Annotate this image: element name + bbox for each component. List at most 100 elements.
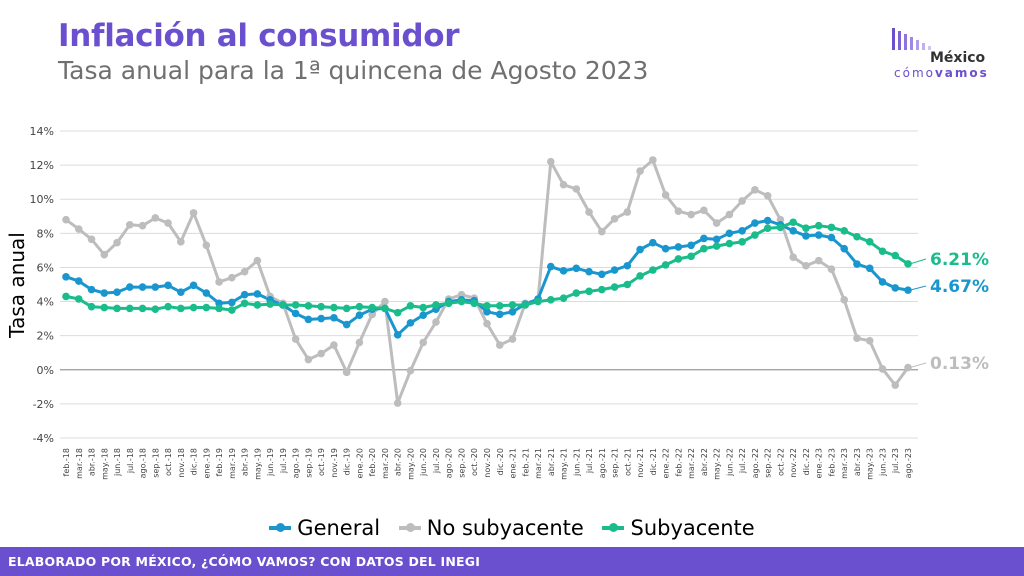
data-point-general: [661, 244, 670, 253]
x-tick-label: mar.-18: [75, 448, 84, 479]
x-tick-label: ene.-23: [815, 448, 824, 479]
data-point-general: [253, 290, 262, 298]
data-point-no-subyacente: [878, 365, 887, 373]
chart-subtitle: Tasa anual para la 1ª quincena de Agosto…: [58, 56, 649, 85]
logo-tagline: cómovamos: [894, 66, 989, 80]
data-point-no-subyacente: [712, 219, 721, 227]
data-point-subyacente: [878, 247, 887, 256]
x-tick-label: may.-20: [406, 448, 415, 480]
data-point-subyacente: [100, 303, 109, 312]
data-point-general: [228, 298, 236, 307]
data-point-no-subyacente: [125, 221, 134, 229]
data-point-general: [113, 288, 121, 296]
x-tick-label: mar.-20: [381, 448, 390, 479]
x-tick-label: ene.-21: [509, 448, 518, 479]
data-point-no-subyacente: [342, 368, 351, 377]
data-point-subyacente: [304, 302, 313, 310]
data-point-general: [240, 290, 249, 299]
data-point-subyacente: [534, 297, 542, 306]
data-point-subyacente: [853, 232, 861, 241]
data-point-subyacente: [330, 303, 338, 312]
data-point-no-subyacente: [674, 207, 683, 215]
data-point-no-subyacente: [827, 265, 836, 273]
data-point-subyacente: [279, 301, 287, 309]
x-tick-label: jun.-21: [572, 448, 581, 477]
data-point-general: [317, 314, 325, 323]
legend-label-general: General: [297, 516, 381, 540]
x-tick-label: feb.-22: [674, 448, 683, 476]
x-tick-label: dic.-19: [343, 448, 352, 475]
x-tick-label: jul.-19: [279, 448, 288, 474]
data-point-no-subyacente: [138, 221, 147, 230]
data-point-general: [342, 320, 351, 329]
data-point-no-subyacente: [87, 235, 96, 244]
data-point-general: [738, 226, 746, 235]
x-tick-label: dic.-20: [496, 448, 505, 475]
x-tick-label: sep.-22: [764, 448, 773, 478]
data-point-general: [751, 219, 759, 227]
x-tick-label: nov.-20: [483, 448, 492, 478]
data-point-no-subyacente: [891, 381, 900, 389]
x-tick-label: feb.-20: [368, 448, 377, 476]
legend-label-subyacente: Subyacente: [630, 516, 755, 540]
data-point-general: [355, 311, 364, 320]
data-point-subyacente: [610, 283, 619, 291]
x-tick-label: sep.-20: [457, 448, 466, 478]
data-point-general: [853, 260, 861, 268]
data-point-general: [62, 273, 70, 281]
data-point-subyacente: [342, 304, 351, 313]
legend-item-no-subyacente: No subyacente: [398, 516, 584, 540]
data-point-subyacente: [559, 294, 568, 302]
data-point-no-subyacente: [598, 227, 606, 236]
x-tick-label: abr.-18: [88, 448, 97, 476]
data-point-subyacente: [725, 239, 734, 248]
data-point-subyacente: [865, 238, 874, 246]
x-tick-label: feb.-19: [215, 448, 224, 476]
data-point-subyacente: [700, 244, 708, 253]
data-point-subyacente: [406, 302, 415, 310]
series-line-no-subyacente: [65, 158, 910, 405]
data-point-no-subyacente: [228, 273, 236, 282]
x-tick-label: abr.-19: [241, 448, 250, 476]
x-tick-label: nov.-19: [330, 448, 339, 478]
y-tick-label: 2%: [37, 330, 54, 343]
data-point-no-subyacente: [802, 261, 810, 270]
data-point-general: [712, 235, 721, 244]
data-point-subyacente: [495, 302, 504, 310]
data-point-subyacente: [763, 224, 772, 233]
data-point-no-subyacente: [508, 335, 517, 343]
data-point-general: [138, 283, 147, 291]
x-tick-label: ene.-19: [202, 448, 211, 479]
y-tick-label: -2%: [33, 398, 54, 411]
data-point-no-subyacente: [406, 366, 415, 375]
logo-tagline-b: vamos: [934, 66, 989, 80]
data-point-subyacente: [202, 303, 211, 312]
data-point-general: [840, 244, 849, 253]
data-point-general: [700, 234, 708, 243]
x-tick-label: jul.-18: [126, 448, 135, 474]
footer-bar: ELABORADO POR MÉXICO, ¿CÓMO VAMOS? CON D…: [0, 547, 1024, 576]
data-point-general: [74, 277, 83, 285]
data-point-no-subyacente: [330, 341, 338, 349]
x-tick-label: jul.-22: [738, 448, 747, 474]
legend-item-subyacente: Subyacente: [602, 516, 755, 540]
data-point-subyacente: [546, 296, 555, 304]
data-point-no-subyacente: [840, 296, 849, 304]
y-tick-label: 10%: [30, 193, 54, 206]
data-point-general: [865, 264, 874, 273]
data-point-no-subyacente: [725, 210, 734, 219]
data-point-general: [125, 283, 134, 291]
x-tick-label: ago.-19: [292, 448, 301, 478]
y-tick-label: 4%: [37, 296, 54, 309]
legend-label-no-subyacente: No subyacente: [426, 516, 584, 540]
x-tick-label: jun.-18: [113, 448, 122, 477]
data-point-no-subyacente: [215, 278, 223, 286]
x-tick-label: mar.-19: [228, 448, 237, 479]
data-point-general: [508, 307, 517, 316]
data-point-subyacente: [215, 304, 223, 313]
x-tick-label: dic.-21: [649, 448, 658, 475]
data-point-subyacente: [266, 300, 274, 308]
data-point-general: [406, 319, 415, 327]
y-tick-label: 0%: [37, 364, 54, 377]
data-point-general: [483, 307, 491, 316]
